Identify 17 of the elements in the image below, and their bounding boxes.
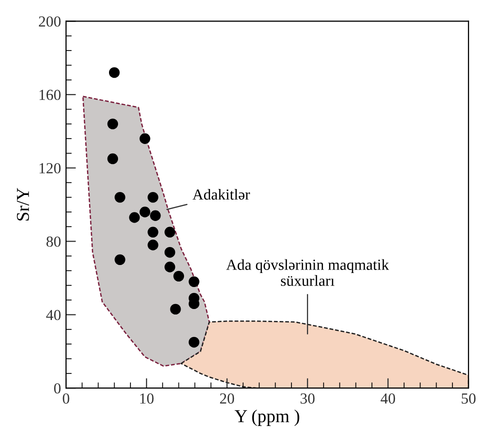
y-tick-label: 160 [40,90,61,100]
y-axis-title: Sr/Y [16,188,30,220]
x-tick-label: 10 [140,393,154,404]
x-tick-label: 30 [300,393,315,404]
y-tick-label: 80 [46,236,61,247]
x-axis-title: Y (ppm ) [234,410,300,426]
y-tick-label: 200 [38,16,61,27]
y-tick-label: 0 [54,383,61,394]
annotation: Ada qövslərinin maqmatik süxurları [226,259,389,286]
annotation: Adakitlər [192,188,250,200]
x-tick-label: 0 [62,393,70,404]
point [108,67,120,78]
x-tick-label: 50 [462,393,476,404]
y-tick-label: 120 [40,163,61,174]
x-tick-label: 20 [220,393,234,404]
y-tick-label: 40 [46,310,61,320]
x-tick-label: 40 [380,393,396,404]
